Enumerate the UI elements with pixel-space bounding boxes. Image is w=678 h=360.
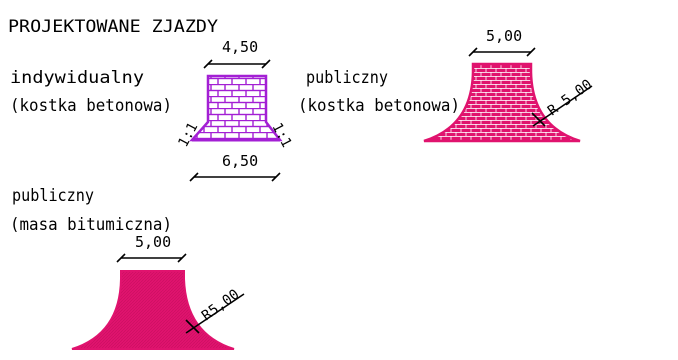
public-paving-driveway: publiczny (kostka betonowa) 5,00 R 5,00: [298, 27, 595, 143]
public-asphalt-dimension: 5,00: [116, 233, 187, 263]
public-asphalt-radius-label: R5,00: [199, 287, 243, 325]
public-paving-label-line1: publiczny: [306, 68, 388, 88]
public-paving-label-line2: (kostka betonowa): [298, 96, 460, 116]
individual-top-dimension: 4,50: [203, 38, 271, 69]
public-asphalt-label-line2: (masa bitumiczna): [10, 215, 172, 235]
public-paving-dimension: 5,00: [468, 27, 536, 57]
public-asphalt-driveway: publiczny (masa bitumiczna) 5,00 R5,00: [10, 186, 245, 350]
individual-label-line1: indywidualny: [10, 68, 144, 88]
individual-driveway-shape: [189, 74, 283, 142]
individual-driveway: indywidualny (kostka betonowa) 4,50 1:1 …: [10, 38, 294, 182]
public-paving-radius-label: R 5,00: [545, 77, 595, 120]
public-asphalt-label-line1: publiczny: [12, 186, 94, 206]
public-asphalt-driveway-shape: [71, 270, 235, 350]
individual-label-line2: (kostka betonowa): [10, 96, 172, 116]
individual-top-width: 4,50: [222, 38, 258, 56]
individual-bottom-dimension: 6,50: [189, 152, 281, 182]
legend-title: PROJEKTOWANE ZJAZDY: [8, 17, 218, 37]
public-paving-width: 5,00: [486, 27, 522, 45]
individual-bottom-width: 6,50: [222, 152, 258, 170]
public-asphalt-width: 5,00: [135, 233, 171, 251]
